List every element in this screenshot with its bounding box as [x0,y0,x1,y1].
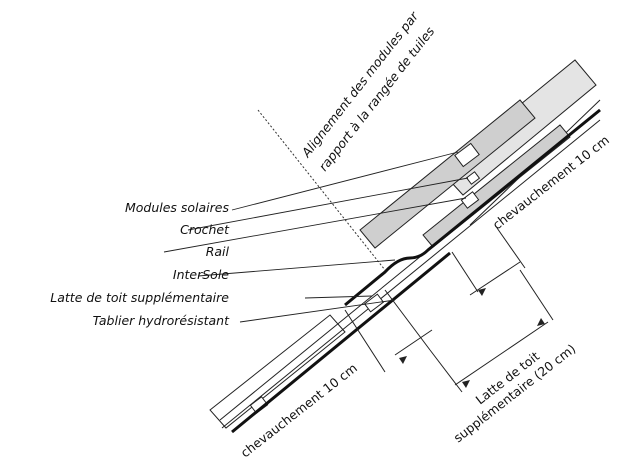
leader-lines [163,151,469,323]
label-intersole: InterSole [173,267,229,282]
leader-tablier [239,299,396,323]
annotation-batten-line2: supplémentaire (20 cm) [451,341,579,445]
lower-solar-module [422,124,571,248]
label-rail: Rail [206,244,230,259]
label-crochet: Crochet [180,222,230,237]
label-modules-solaires: Modules solaires [125,200,230,215]
roof-layer-line [221,119,601,429]
leader-crochet [187,177,469,231]
annotation-alignment-line2: rapport à la rangée de tuiles [316,23,438,173]
hook-mid [465,171,481,185]
leader-modules-solaires [231,151,459,211]
leader-latte [304,295,373,299]
intersole-profile [344,108,601,307]
dimension-lines [344,227,554,393]
hook-lower [460,191,480,209]
leader-intersole [197,259,396,277]
label-latte-supplementaire: Latte de toit supplémentaire [50,290,229,305]
rail-line [231,251,451,434]
label-tablier: Tablier hydrorésistant [93,313,231,328]
solar-module [359,99,536,249]
hook-upper [454,142,480,168]
annotation-alignment-line1: Alignement des modules par [298,8,422,160]
lower-tile-band [209,314,346,429]
leader-rail [163,197,467,253]
